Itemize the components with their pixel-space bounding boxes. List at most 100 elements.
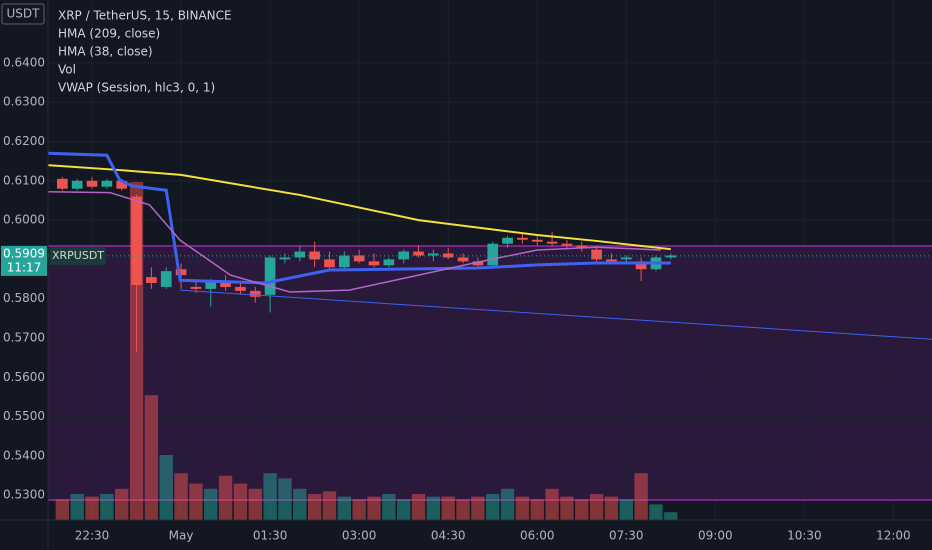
- volume-bar: [144, 395, 159, 520]
- candle-body: [502, 237, 513, 244]
- y-tick-label: 0.5600: [3, 370, 45, 384]
- legend-item[interactable]: VWAP (Session, hlc3, 0, 1): [58, 81, 215, 95]
- volume-bar: [604, 496, 619, 520]
- candle-body: [353, 255, 365, 262]
- x-tick-label: May: [169, 529, 194, 543]
- legend-item[interactable]: HMA (209, close): [58, 27, 160, 41]
- x-tick-label: 06:00: [520, 529, 555, 543]
- candle-body: [398, 251, 410, 260]
- volume-bar: [441, 496, 455, 520]
- indicator-line: [47, 191, 661, 293]
- x-tick-label: 09:00: [698, 529, 733, 543]
- volume-bar: [382, 494, 396, 520]
- candle-body: [309, 251, 320, 260]
- volume-bar: [575, 499, 589, 520]
- candle-body: [101, 180, 113, 187]
- y-tick-label: 0.5700: [3, 331, 45, 345]
- candle-body: [190, 286, 202, 289]
- legend-item[interactable]: Vol: [58, 63, 76, 77]
- volume-bar: [545, 488, 559, 520]
- candle-body: [160, 271, 172, 287]
- volume-bar: [115, 488, 129, 520]
- candle-body: [428, 253, 439, 256]
- price-label-box: [1, 245, 47, 276]
- candle-body: [635, 261, 647, 270]
- volume-bar: [500, 488, 515, 520]
- volume-bar: [337, 496, 351, 520]
- volume-bar: [515, 496, 530, 520]
- y-tick-label: 0.5300: [3, 488, 45, 502]
- candle-body: [591, 249, 602, 260]
- x-tick-label: 12:00: [876, 529, 911, 543]
- x-tick-label: 22:30: [75, 529, 110, 543]
- x-tick-label: 07:30: [609, 529, 644, 543]
- candle-body: [487, 243, 499, 266]
- volume-bar: [307, 494, 322, 520]
- volume-bar: [174, 473, 188, 520]
- plot: [47, 0, 932, 520]
- volume-bar: [589, 494, 604, 520]
- volume-bar: [426, 496, 441, 520]
- legend-title[interactable]: XRP / TetherUS, 15, BINANCE: [58, 9, 232, 23]
- candle-body: [131, 196, 142, 285]
- volume-bar: [411, 494, 426, 520]
- x-tick-label: 04:30: [431, 529, 466, 543]
- y-tick-label: 0.6300: [3, 95, 45, 109]
- symbol-tag-box[interactable]: [1, 3, 45, 25]
- candle-body: [264, 257, 276, 295]
- candle-body: [146, 277, 157, 283]
- volume-bar: [322, 491, 337, 520]
- volume-bar: [278, 478, 292, 520]
- candle-body: [294, 251, 306, 258]
- volume-bar: [456, 499, 470, 520]
- volume-bar: [649, 504, 663, 520]
- volume-bar: [204, 488, 218, 520]
- candle-body: [235, 286, 246, 291]
- indicator-line: [180, 289, 932, 340]
- candle-body: [57, 178, 68, 189]
- volume-bar: [530, 499, 544, 520]
- volume-bar: [352, 499, 366, 520]
- price-label: 0.5909: [3, 246, 45, 260]
- indicator-line: [47, 164, 671, 251]
- candle-body: [606, 259, 617, 262]
- y-tick-label: 0.5400: [3, 448, 45, 462]
- volume-bar: [70, 494, 84, 520]
- candle-body: [324, 259, 335, 268]
- volume-bar: [486, 494, 500, 520]
- y-tick-label: 0.6400: [3, 55, 45, 69]
- candle-body: [86, 180, 98, 187]
- ticker-box: [50, 246, 106, 265]
- legend-item[interactable]: HMA (38, close): [58, 45, 153, 59]
- volume-bar: [85, 496, 99, 520]
- volume-bar: [664, 512, 678, 520]
- candle-body: [665, 255, 677, 258]
- volume-bar: [159, 455, 173, 520]
- candle-body: [175, 269, 187, 276]
- candle-body: [472, 261, 484, 266]
- candle-body: [383, 259, 395, 266]
- candle-body: [620, 257, 632, 260]
- volume-bar: [248, 488, 262, 520]
- y-tick-label: 0.5800: [3, 291, 45, 305]
- candle-body: [71, 180, 83, 189]
- candle-body: [561, 243, 573, 246]
- indicator-line: [47, 151, 671, 285]
- symbol-tag[interactable]: USDT: [7, 7, 41, 21]
- volume-bar: [263, 473, 277, 520]
- candle-body: [457, 257, 469, 262]
- volume-bar: [55, 499, 70, 520]
- candle-body: [116, 180, 128, 189]
- candle-body: [531, 239, 543, 242]
- volume-bar: [100, 494, 114, 520]
- x-tick-label: 10:30: [787, 529, 822, 543]
- volume-bar: [367, 496, 381, 520]
- y-tick-label: 0.6000: [3, 213, 45, 227]
- volume-bar: [619, 499, 633, 520]
- volume-bar: [560, 496, 574, 520]
- y-tick-label: 0.6100: [3, 173, 45, 187]
- volume-bar: [396, 499, 411, 520]
- y-tick-label: 0.6200: [3, 134, 45, 148]
- candle-body: [279, 257, 291, 260]
